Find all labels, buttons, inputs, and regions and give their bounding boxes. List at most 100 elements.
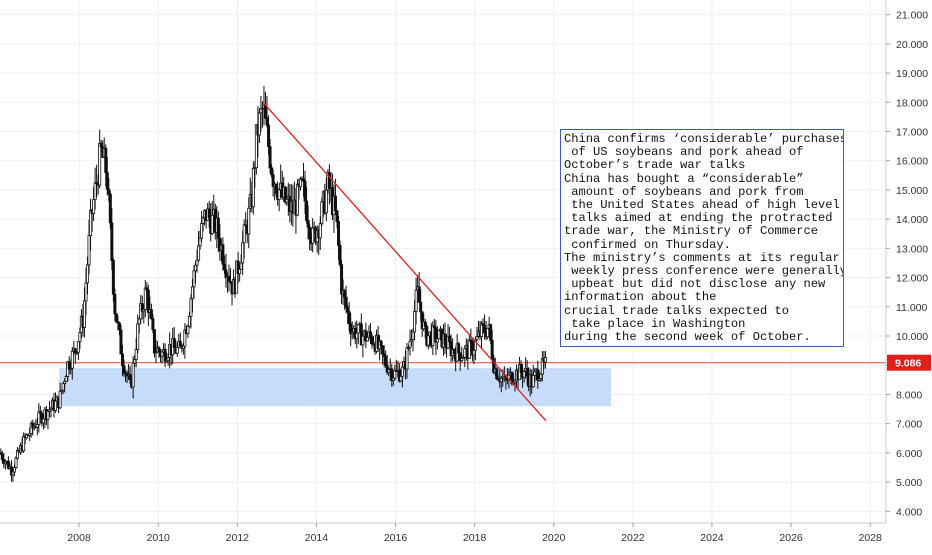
candle-body [533,371,537,376]
candle-body [61,383,65,391]
candle-body [318,223,322,239]
candle-body [46,410,50,420]
x-tick-label: 2028 [858,532,882,544]
news-note-box[interactable]: China confirms ‘considerable’ purchases … [560,129,844,347]
x-tick-label: 2016 [384,532,408,544]
price-badge-layer: 9.086 [887,354,931,371]
candle-body [163,348,167,362]
candle-body [400,366,404,377]
candle-body [277,189,281,200]
candle-body [187,316,191,327]
candle-body [368,331,372,338]
candle-body [263,104,267,119]
candle-body [414,289,418,312]
note-line: confirmed on Thursday. [564,237,731,252]
candle-body [490,339,494,360]
candle-body [221,244,225,265]
candle-body [16,450,20,459]
candle-body [113,293,117,315]
candle-body [49,407,53,411]
candle-body [133,358,137,364]
candle-body [335,210,339,222]
candle-body [247,207,251,235]
candle-body [73,348,77,354]
candle-body [143,287,147,310]
candle-body [84,282,88,302]
candle-body [457,343,461,354]
note-line: amount of soybeans and pork from [564,184,804,199]
last-price-badge [887,354,931,371]
candle-body [267,124,271,148]
note-line: The ministry’s comments at its regular [564,250,840,265]
candle-body [355,332,359,340]
candle-body [306,220,310,228]
candle-body [98,143,102,186]
candle-body [186,325,190,334]
candle-body [486,327,490,338]
candle-body [105,172,109,190]
candle-body [194,264,198,272]
candle-body [382,353,386,358]
candle-body [338,245,342,265]
candle-body [190,286,194,300]
candle-body [390,368,394,381]
candle-body [346,306,350,313]
x-tick-label: 2012 [226,532,250,544]
candle-body [239,262,243,270]
candle-body [25,434,29,439]
candle-body [152,329,156,354]
candle-body [495,368,499,380]
candle-body [86,264,90,284]
candle-body [274,184,278,194]
trendline[interactable] [262,101,547,422]
candles-layer [0,85,547,482]
candle-body [114,313,118,323]
candle-body [443,333,447,345]
candle-body [238,268,242,274]
y-axis[interactable]: 4.0005.0006.0007.0008.0009.00010.00011.0… [885,0,928,523]
candle-body [337,221,341,246]
candle-body [222,263,226,271]
candle-body [64,376,68,382]
note-line: the United States ahead of high level [564,198,840,213]
candle-body [489,324,493,341]
candle-body [107,188,111,195]
candle-body [157,347,161,353]
y-tick-label: 20.000 [896,39,928,51]
candle-body [405,347,409,370]
y-tick-label: 8.000 [896,389,922,401]
candle-body [525,367,529,377]
candle-body [423,321,427,327]
candle-body [417,286,421,303]
candle-body [146,289,150,313]
y-tick-label: 13.000 [896,243,928,255]
trendline-layer[interactable] [262,101,547,422]
candle-body [210,214,214,234]
candle-body [122,365,126,374]
candle-body [519,364,523,373]
candle-body [201,217,205,224]
candle-body [344,296,348,308]
y-tick-label: 17.000 [896,126,928,138]
candle-body [285,198,289,203]
x-axis[interactable]: 2008 2010 2012 2014 2016 2018 2020 2022 2024 2026… [0,522,886,544]
candle-body [361,335,365,346]
candle-body [54,400,58,411]
x-tick-label: 2024 [700,532,724,544]
note-line: information about the [564,290,717,305]
candle-body [137,318,141,325]
candle-body [393,370,397,379]
x-tick-label: 2022 [621,532,645,544]
candle-body [189,298,193,317]
candle-body [539,373,543,380]
candle-body [119,329,123,355]
candle-body [200,222,204,239]
candle-body [78,332,82,343]
y-tick-label: 4.000 [896,506,922,518]
candle-body [82,300,86,328]
candle-body [305,200,309,221]
candle-body [379,340,383,347]
candle-body [87,235,91,266]
